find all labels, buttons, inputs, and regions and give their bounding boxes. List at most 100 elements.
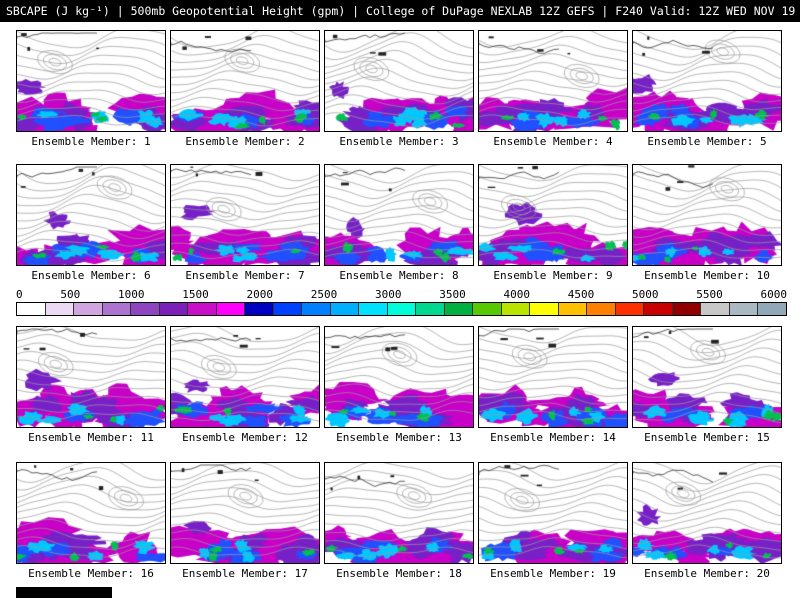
ensemble-member-label: Ensemble Member: 2 [185, 135, 305, 148]
colorbar-segment [671, 303, 701, 315]
colorbar-tick-label: 1000 [118, 288, 145, 301]
colorbar: 0 500 1000 1500 2000 2500 3000 3500 4000 4500 5000… [0, 282, 800, 318]
ensemble-map-canvas [170, 30, 320, 132]
colorbar-tick-labels: 0 500 1000 1500 2000 2500 3000 3500 4000 4500 5000… [16, 288, 787, 301]
ensemble-panel: Ensemble Member: 13 [324, 326, 474, 444]
colorbar-segment [187, 303, 216, 315]
colorbar-segment [415, 303, 444, 315]
ensemble-member-label: Ensemble Member: 18 [336, 567, 462, 580]
ensemble-member-label: Ensemble Member: 19 [490, 567, 616, 580]
ensemble-panel: Ensemble Member: 16 [16, 462, 166, 580]
colorbar-tick-label: 3000 [375, 288, 402, 301]
ensemble-map-canvas [324, 30, 474, 132]
colorbar-segment [586, 303, 615, 315]
ensemble-map-canvas [632, 326, 782, 428]
colorbar-segment [500, 303, 530, 315]
colorbar-tick-label: 5500 [696, 288, 723, 301]
ensemble-map-canvas [16, 164, 166, 266]
colorbar-segment [158, 303, 188, 315]
colorbar-tick-label: 1500 [182, 288, 209, 301]
ensemble-panel: Ensemble Member: 20 [632, 462, 782, 580]
colorbar-segment [643, 303, 672, 315]
colorbar-segment [728, 303, 758, 315]
ensemble-map-canvas [632, 30, 782, 132]
ensemble-member-label: Ensemble Member: 17 [182, 567, 308, 580]
colorbar-segment [557, 303, 587, 315]
ensemble-map-canvas [632, 462, 782, 564]
colorbar-tick-label: 500 [60, 288, 81, 301]
ensemble-panel: Ensemble Member: 12 [170, 326, 320, 444]
ensemble-member-label: Ensemble Member: 1 [31, 135, 151, 148]
colorbar-bar [16, 302, 787, 316]
ensemble-panel: Ensemble Member: 6 [16, 164, 166, 282]
ensemble-panel: Ensemble Member: 7 [170, 164, 320, 282]
colorbar-segment [329, 303, 359, 315]
ensemble-member-label: Ensemble Member: 4 [493, 135, 613, 148]
ensemble-map-canvas [16, 30, 166, 132]
colorbar-segment [215, 303, 245, 315]
colorbar-tick-label: 0 [16, 288, 23, 301]
ensemble-map-canvas [478, 326, 628, 428]
ensemble-panel: Ensemble Member: 4 [478, 30, 628, 148]
ensemble-panel: Ensemble Member: 14 [478, 326, 628, 444]
colorbar-segment [130, 303, 159, 315]
ensemble-panel: Ensemble Member: 18 [324, 462, 474, 580]
ensemble-panel: Ensemble Member: 10 [632, 164, 782, 282]
attribution-bar [16, 587, 112, 598]
ensemble-map-canvas [324, 326, 474, 428]
ensemble-member-label: Ensemble Member: 5 [647, 135, 767, 148]
ensemble-panel: Ensemble Member: 2 [170, 30, 320, 148]
ensemble-panel: Ensemble Member: 3 [324, 30, 474, 148]
ensemble-member-label: Ensemble Member: 9 [493, 269, 613, 282]
ensemble-panel: Ensemble Member: 11 [16, 326, 166, 444]
colorbar-tick-label: 2000 [246, 288, 274, 301]
ensemble-map-canvas [478, 164, 628, 266]
colorbar-tick-label: 4000 [503, 288, 531, 301]
ensemble-panel: Ensemble Member: 1 [16, 30, 166, 148]
ensemble-panel: Ensemble Member: 19 [478, 462, 628, 580]
colorbar-tick-label: 6000 [760, 288, 788, 301]
colorbar-segment [272, 303, 302, 315]
ensemble-member-label: Ensemble Member: 7 [185, 269, 305, 282]
ensemble-map-canvas [632, 164, 782, 266]
ensemble-map-canvas [478, 462, 628, 564]
colorbar-segment [529, 303, 558, 315]
ensemble-panel: Ensemble Member: 15 [632, 326, 782, 444]
colorbar-segment [301, 303, 330, 315]
map-row-4: Ensemble Member: 16 Ensemble Member: 17 … [0, 444, 800, 580]
ensemble-map-canvas [16, 462, 166, 564]
colorbar-segment [700, 303, 729, 315]
ensemble-member-label: Ensemble Member: 3 [339, 135, 459, 148]
ensemble-map-canvas [324, 164, 474, 266]
colorbar-segment [472, 303, 501, 315]
map-row-3: Ensemble Member: 11 Ensemble Member: 12 … [0, 318, 800, 444]
ensemble-map-canvas [170, 164, 320, 266]
colorbar-segment [17, 303, 45, 315]
ensemble-member-label: Ensemble Member: 11 [28, 431, 154, 444]
colorbar-segment [614, 303, 644, 315]
map-row-2: Ensemble Member: 6 Ensemble Member: 7 En… [0, 148, 800, 282]
ensemble-panel: Ensemble Member: 17 [170, 462, 320, 580]
colorbar-segment [443, 303, 473, 315]
colorbar-tick-label: 2500 [310, 288, 338, 301]
ensemble-member-label: Ensemble Member: 14 [490, 431, 616, 444]
ensemble-member-label: Ensemble Member: 10 [644, 269, 770, 282]
map-row-1: Ensemble Member: 1 Ensemble Member: 2 En… [0, 22, 800, 148]
ensemble-map-canvas [324, 462, 474, 564]
ensemble-member-label: Ensemble Member: 15 [644, 431, 770, 444]
colorbar-tick-label: 4500 [567, 288, 595, 301]
ensemble-member-label: Ensemble Member: 16 [28, 567, 154, 580]
colorbar-segment [73, 303, 102, 315]
ensemble-member-label: Ensemble Member: 12 [182, 431, 308, 444]
ensemble-map-canvas [478, 30, 628, 132]
colorbar-tick-label: 5000 [632, 288, 659, 301]
ensemble-panel: Ensemble Member: 5 [632, 30, 782, 148]
colorbar-segment [757, 303, 786, 315]
ensemble-map-canvas [170, 326, 320, 428]
colorbar-tick-label: 3500 [439, 288, 466, 301]
ensemble-member-label: Ensemble Member: 20 [644, 567, 770, 580]
ensemble-panel: Ensemble Member: 8 [324, 164, 474, 282]
ensemble-member-label: Ensemble Member: 8 [339, 269, 459, 282]
colorbar-segment [386, 303, 416, 315]
colorbar-segment [244, 303, 273, 315]
